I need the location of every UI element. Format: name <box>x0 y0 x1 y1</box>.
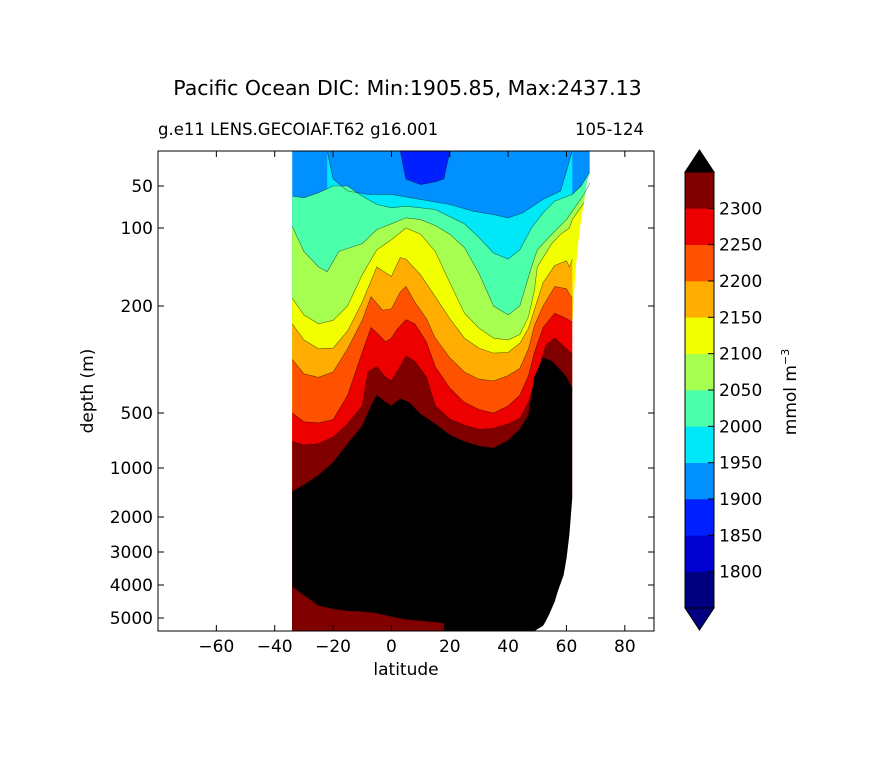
colorbar-tick-label: 1900 <box>719 490 762 510</box>
y-tick-label: 200 <box>121 297 153 317</box>
contour-line-2200 <box>291 286 573 382</box>
colorbar-swatch <box>685 281 714 318</box>
y-tick-label: 500 <box>121 404 153 424</box>
y-tick-label: 100 <box>121 219 153 239</box>
colorbar-tick-label: 2100 <box>719 345 762 365</box>
x-tick-label: −20 <box>315 637 351 657</box>
chart-subtitle-years: 105-124 <box>575 120 644 139</box>
colorbar-tick-label: 2050 <box>719 381 762 401</box>
colorbar-swatch <box>685 571 714 609</box>
plot-frame <box>157 150 655 632</box>
colorbar-tick-label: 2300 <box>719 199 762 219</box>
colorbar-swatch <box>685 426 714 463</box>
contour-line-2050 <box>291 183 591 316</box>
contour-band-above-2350 <box>292 357 573 631</box>
colorbar-extend-under <box>684 607 715 631</box>
land-mask <box>292 151 654 631</box>
colorbar-swatch <box>685 535 714 572</box>
colorbar-tick-label: 1950 <box>719 454 762 474</box>
x-tick-label: 60 <box>556 637 578 657</box>
x-tick-label: 40 <box>497 637 519 657</box>
contour-line-group <box>291 151 591 624</box>
x-axis-label: latitude <box>373 660 439 680</box>
contour-line-2250 <box>292 312 573 424</box>
y-tick-label: 4000 <box>110 576 153 596</box>
colorbar-swatch <box>685 499 714 536</box>
y-tick-label: 5000 <box>110 609 153 629</box>
x-tick-label: −60 <box>198 637 234 657</box>
colorbar-tick-label: 2150 <box>719 308 762 328</box>
colorbar-swatch <box>685 462 714 500</box>
colorbar-swatch <box>685 317 714 354</box>
contour-band-1850-1900 <box>400 151 450 185</box>
colorbar-tick-label: 1800 <box>719 563 762 583</box>
x-tick-label: 20 <box>439 637 461 657</box>
contour-line-1950 <box>326 151 573 219</box>
colorbar-extend-over <box>684 149 715 173</box>
chart-title: Pacific Ocean DIC: Min:1905.85, Max:2437… <box>173 76 642 100</box>
contour-line-2100 <box>291 202 585 341</box>
x-tick-label: 80 <box>614 637 636 657</box>
contour-band-2300-2350-deep <box>292 586 444 631</box>
contour-line-2150 <box>291 257 573 354</box>
contour-line-2350 <box>292 357 573 492</box>
y-tick-label: 1000 <box>110 459 153 479</box>
contour-line-2300 <box>292 337 573 446</box>
contour-line-1900 <box>399 151 451 185</box>
colorbar-swatch <box>685 208 714 245</box>
x-axis: −60 −40 −20 0 20 40 60 80 <box>198 151 636 657</box>
y-tick-label: 2000 <box>110 508 153 528</box>
colorbar-swatch <box>685 172 714 209</box>
colorbar-tick-label: 2000 <box>719 417 762 437</box>
contour-line-2000 <box>292 171 591 260</box>
contour-fill-group <box>292 151 654 631</box>
y-tick-label: 50 <box>131 177 153 197</box>
colorbar-tick-label: 2250 <box>719 236 762 256</box>
contour-line-deep <box>292 586 444 624</box>
x-tick-label: 0 <box>386 637 397 657</box>
colorbar-swatch <box>685 353 714 391</box>
chart-subtitle-run: g.e11 LENS.GECOIAF.T62 g16.001 <box>158 120 439 139</box>
y-axis: 50 100 200 500 1000 2000 3000 4000 5000 <box>110 177 654 629</box>
y-tick-label: 3000 <box>110 543 153 563</box>
colorbar-tick-label: 1850 <box>719 526 762 546</box>
colorbar-swatch <box>685 390 714 427</box>
colorbar-swatch <box>685 244 714 282</box>
colorbar-tick-label: 2200 <box>719 272 762 292</box>
x-tick-label: −40 <box>257 637 293 657</box>
colorbar: 1800 1850 1900 1950 2000 2050 2100 2150 2200 2250… <box>684 149 762 631</box>
